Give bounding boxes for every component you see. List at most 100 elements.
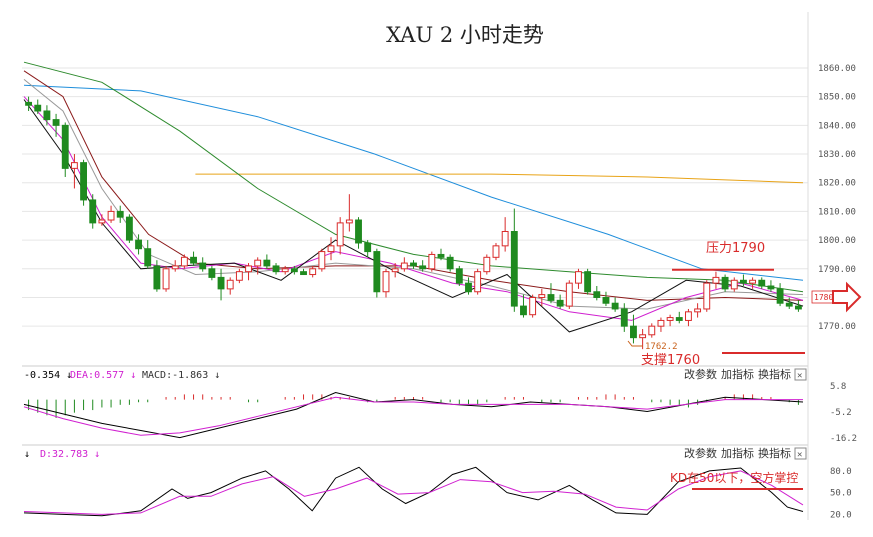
candle-body <box>80 162 88 201</box>
price-tick-label: 1770.00 <box>818 322 856 332</box>
price-tick-label: 1800.00 <box>818 236 856 246</box>
macd-histogram <box>28 394 799 418</box>
arrow-right-icon <box>832 281 862 313</box>
candle-body <box>61 124 69 169</box>
candle-body <box>602 296 610 304</box>
kd-legend: ↓ D:32.783 ↓ <box>24 449 100 460</box>
candle-body <box>556 299 564 307</box>
candle-body <box>364 242 372 253</box>
candle-body <box>538 294 546 298</box>
candle-body <box>483 256 491 273</box>
moving-average-lines <box>23 61 804 333</box>
kd-add-indicator-button[interactable]: 加指标 <box>721 446 754 460</box>
candle-body <box>749 279 757 284</box>
candle-body <box>199 262 207 270</box>
macd-add-indicator-button[interactable]: 加指标 <box>721 367 754 381</box>
candle-body <box>465 282 472 293</box>
candle-body <box>648 325 656 336</box>
candle-body <box>345 219 353 224</box>
kd-annotation: KD在50以下，空方掌控 <box>670 470 798 485</box>
candle-body <box>657 319 665 327</box>
candle-body <box>245 265 252 273</box>
candle-body <box>446 256 454 270</box>
price-grid <box>22 67 808 327</box>
candle-body <box>794 305 802 310</box>
close-icon: ✕ <box>797 450 802 460</box>
macd-dea-line <box>23 396 803 436</box>
macd-dif-line <box>23 391 804 439</box>
candlesticks <box>25 96 802 350</box>
macd-axis: 5.8 -5.2 -16.2 <box>830 382 857 444</box>
price-tick-label: 1860.00 <box>818 64 856 74</box>
candle-body <box>290 268 298 273</box>
kd-k-line <box>23 466 804 517</box>
candle-body <box>162 268 170 290</box>
moving-average-line <box>195 173 804 184</box>
kd-legend-d: D:32.783 ↓ <box>40 449 100 460</box>
candle-body <box>382 271 390 293</box>
price-annotations: 压力1790 支撑1760 1762.2 <box>627 241 805 368</box>
macd-edit-params-button[interactable]: 改参数 <box>684 367 717 381</box>
candle-body <box>547 294 555 301</box>
kd-switch-indicator-button[interactable]: 换指标 <box>758 446 791 460</box>
macd-legend-dea: DEA:0.577 ↓ <box>70 370 136 381</box>
kd-tick-label: 50.0 <box>830 489 852 499</box>
candle-body <box>217 276 225 290</box>
candle-body <box>785 302 793 307</box>
candle-body <box>666 317 674 321</box>
candle-body <box>107 210 115 221</box>
moving-average-line <box>23 84 804 281</box>
moving-average-line <box>23 96 804 321</box>
candle-body <box>171 265 179 270</box>
price-tick-label: 1790.00 <box>818 265 856 275</box>
macd-close-button[interactable] <box>794 368 807 381</box>
candle-body <box>721 276 729 290</box>
candle-body <box>437 253 445 258</box>
candle-body <box>43 110 51 121</box>
candle-body <box>712 276 720 284</box>
macd-tick-label: -16.2 <box>830 434 857 444</box>
resistance-label: 压力1790 <box>706 241 765 256</box>
macd-legend-dif: -0.354 ↓ <box>24 370 72 381</box>
current-price-label: 1780.00 <box>814 293 848 302</box>
kd-edit-params-button[interactable]: 改参数 <box>684 446 717 460</box>
candle-body <box>355 219 362 244</box>
candle-body <box>391 268 399 273</box>
candle-body <box>611 302 619 310</box>
price-tick-label: 1840.00 <box>818 121 856 131</box>
candle-body <box>89 199 97 224</box>
kd-close-button[interactable] <box>794 447 807 460</box>
close-icon: ✕ <box>797 371 802 381</box>
candle-body <box>455 268 463 284</box>
moving-average-line <box>23 79 804 310</box>
candle-body <box>529 296 537 316</box>
candle-body <box>125 216 133 241</box>
candle-body <box>739 279 747 284</box>
candle-body <box>675 317 683 321</box>
candle-body <box>34 104 42 112</box>
candle-body <box>730 279 738 290</box>
candle-body <box>575 271 582 284</box>
candle-body <box>501 230 509 247</box>
candle-body <box>263 259 271 267</box>
candle-body <box>400 262 408 270</box>
candle-body <box>520 305 527 316</box>
candle-body <box>694 308 702 313</box>
macd-switch-indicator-button[interactable]: 换指标 <box>758 367 791 381</box>
candle-body <box>235 271 243 281</box>
candle-body <box>428 253 436 270</box>
kd-tick-label: 80.0 <box>830 467 852 477</box>
support-label: 支撑1760 <box>641 353 700 368</box>
kd-lines <box>23 466 804 517</box>
candle-body <box>685 311 692 321</box>
candle-body <box>474 271 482 293</box>
macd-lines <box>23 391 804 439</box>
candle-body <box>327 245 335 253</box>
candle-body <box>272 265 280 273</box>
candle-body <box>309 268 317 276</box>
kd-axis: 80.0 50.0 20.0 <box>830 467 852 521</box>
moving-average-line <box>23 61 804 293</box>
kd-toolbar: 改参数 加指标 换指标 ✕ <box>684 446 807 460</box>
candle-body <box>639 334 647 339</box>
